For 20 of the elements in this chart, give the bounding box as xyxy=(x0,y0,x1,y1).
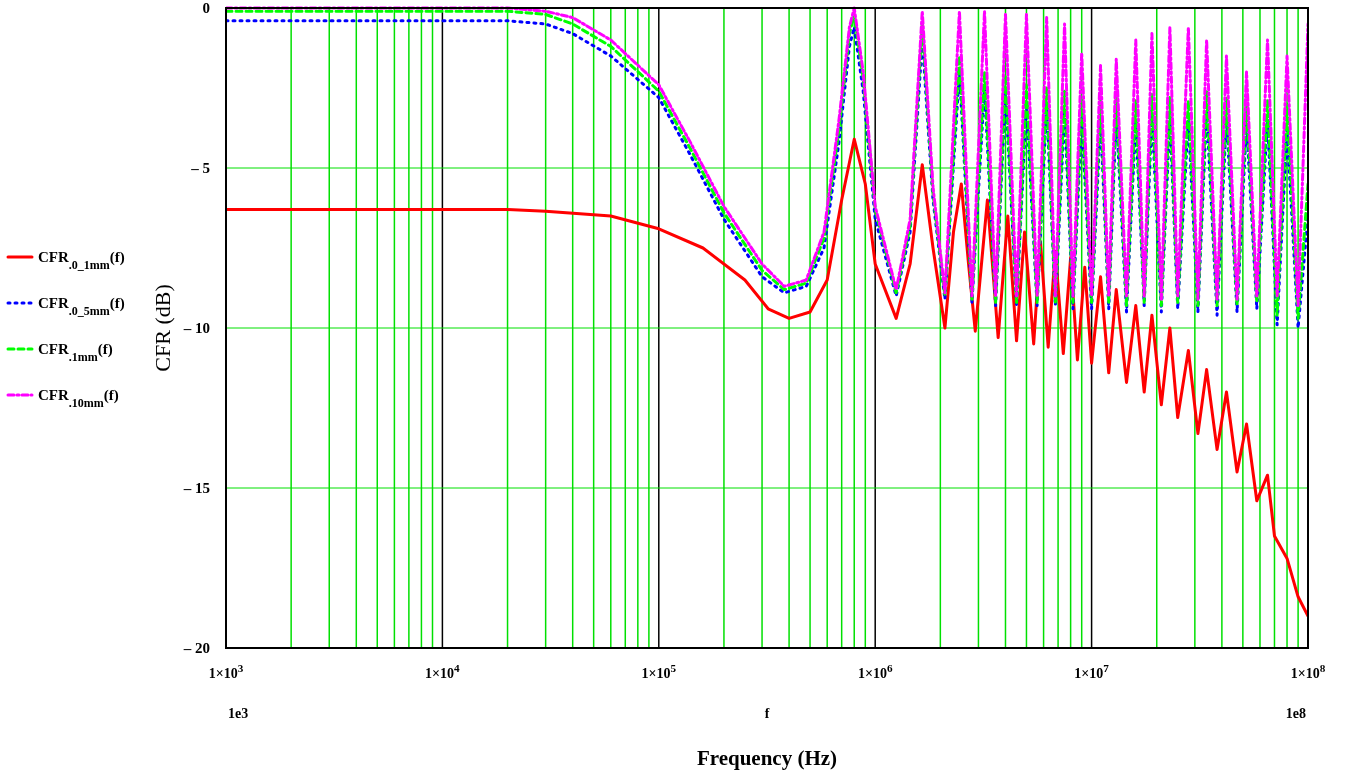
x-axis-title: Frequency (Hz) xyxy=(696,746,838,770)
y-axis-title: CFR (dB) xyxy=(150,284,175,372)
text: 1e8 xyxy=(1285,706,1306,721)
legend-label: CFR$_{.10mm}$(f) xyxy=(38,387,119,410)
x-tick-label: 1×10$^{6}$ xyxy=(857,662,893,681)
text: f xyxy=(764,706,770,721)
x-tick-label: 1×10$^{5}$ xyxy=(641,662,677,681)
y-tick-label: 0 xyxy=(202,0,210,16)
text: 1e3 xyxy=(228,706,249,721)
y-tick-label: – 5 xyxy=(190,160,210,176)
x-tick-label: 1×10$^{3}$ xyxy=(208,662,244,681)
x-tick-label: 1×10$^{8}$ xyxy=(1290,662,1326,681)
legend-label: CFR$_{.0_1mm}$(f) xyxy=(38,249,125,272)
y-tick-label: – 20 xyxy=(182,640,210,656)
x-tick-label: 1×10$^{4}$ xyxy=(425,662,461,681)
legend-label: CFR$_{.0_5mm}$(f) xyxy=(38,295,125,318)
x-tick-label: 1×10$^{7}$ xyxy=(1074,662,1110,681)
y-tick-label: – 10 xyxy=(182,320,210,336)
legend-label: CFR$_{.1mm}$(f) xyxy=(38,341,113,364)
y-tick-label: – 15 xyxy=(182,480,210,496)
